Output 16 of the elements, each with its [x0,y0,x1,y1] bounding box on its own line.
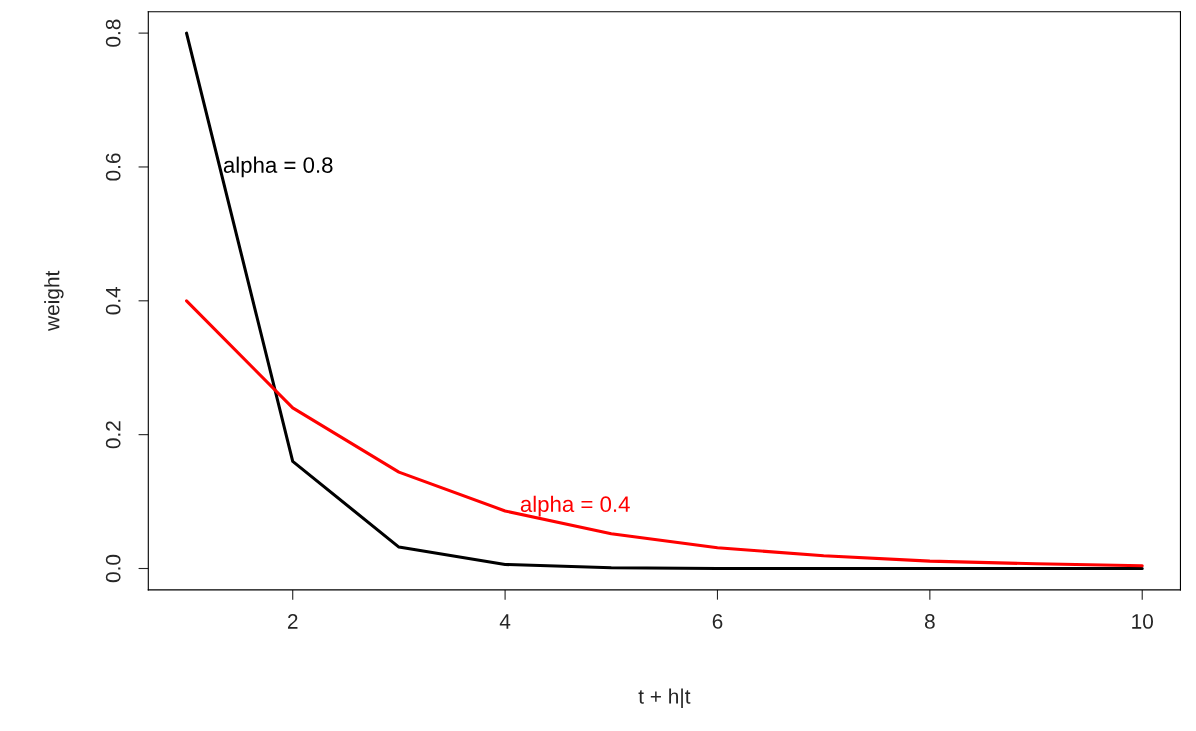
y-tick-label: 0.6 [105,153,121,181]
line-series [185,31,1144,571]
x-tick-label: 2 [287,614,298,629]
x-tick-label: 10 [1132,614,1153,629]
y-tick-label: 0.8 [105,19,121,47]
y-tick-label: 0.4 [105,286,121,315]
y-tick-label: 0.0 [105,554,121,583]
x-axis-title: t + h|t [638,688,691,709]
x-tick-label: 8 [924,614,935,629]
series-label: alpha = 0.4 [520,495,630,517]
x-tick-label: 6 [712,614,723,629]
x-tick-label: 4 [499,614,511,629]
y-tick-label: 0.2 [105,421,121,449]
line-series [185,299,1144,568]
series-label: alpha = 0.8 [223,156,333,178]
y-axis-title: weight [44,270,64,331]
